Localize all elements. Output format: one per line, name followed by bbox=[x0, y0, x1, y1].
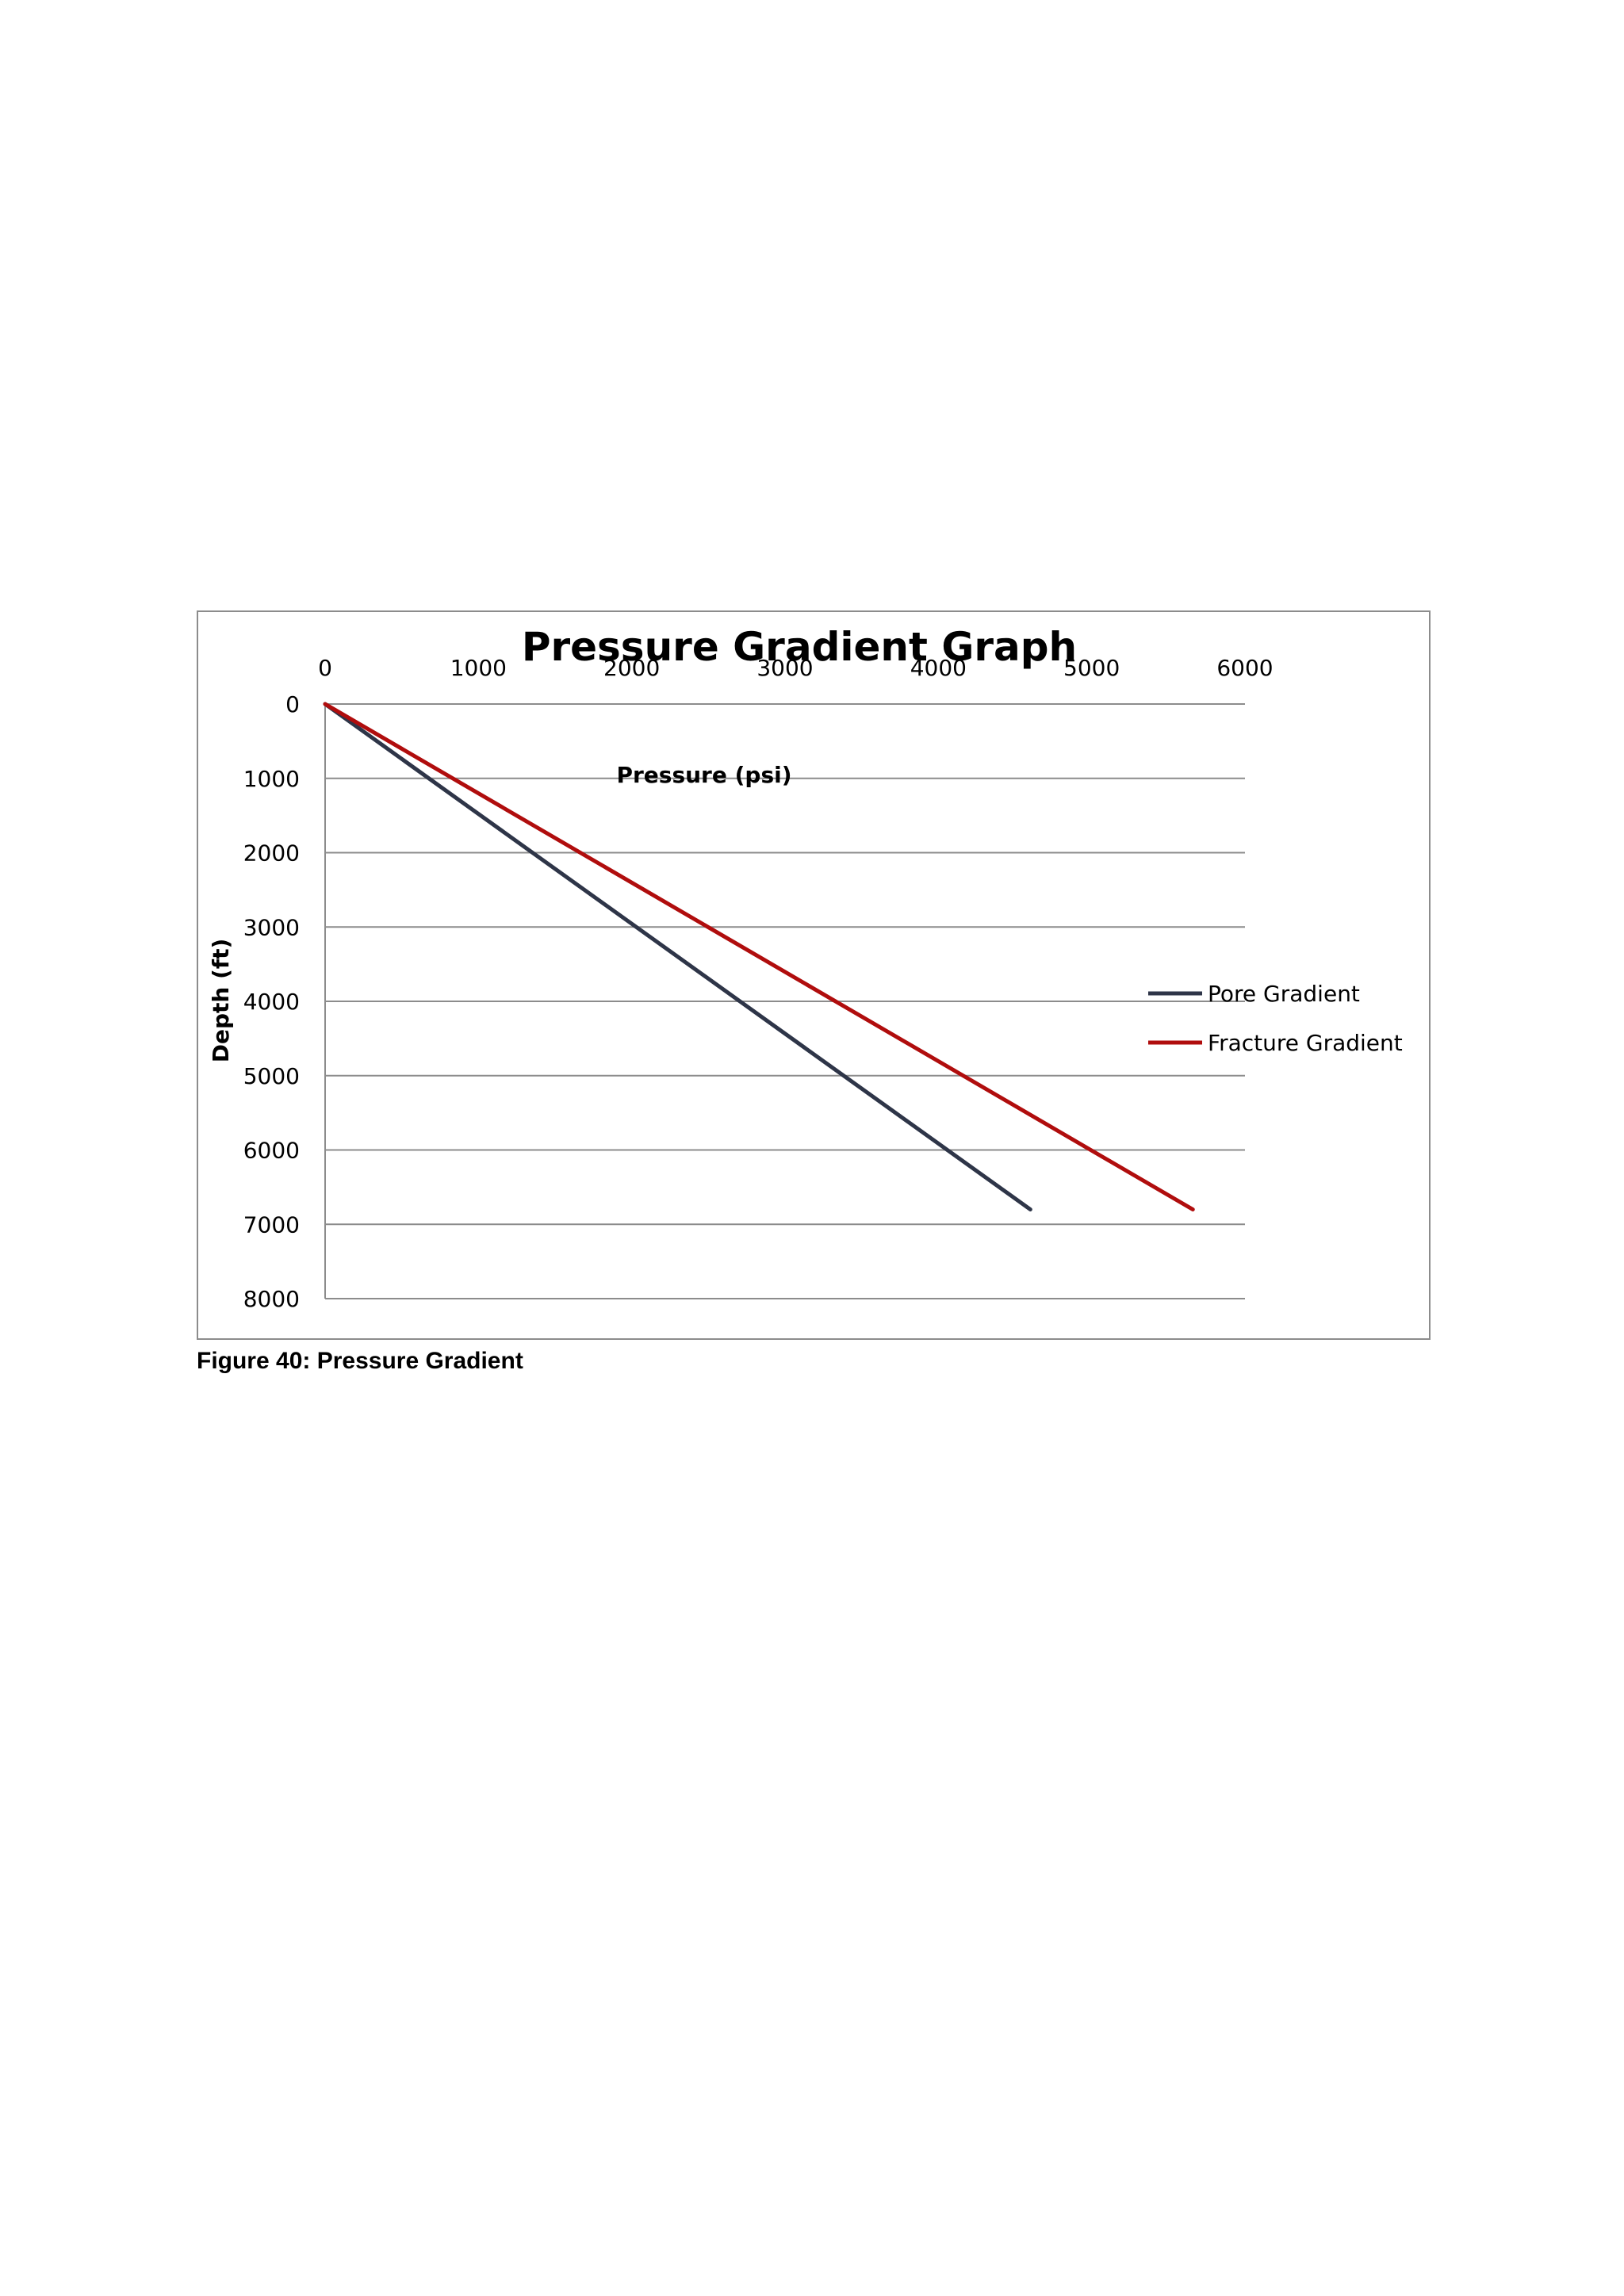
series-layer bbox=[323, 702, 1195, 1211]
legend-label: Pore Gradient bbox=[1208, 981, 1360, 1007]
y-tick-label: 4000 bbox=[243, 989, 300, 1015]
x-tick-label: 2000 bbox=[603, 655, 660, 681]
x-axis-title: Pressure (psi) bbox=[616, 762, 791, 788]
grid-layer bbox=[325, 703, 1245, 1299]
x-tick-label: 6000 bbox=[1216, 655, 1273, 681]
figure-caption: Figure 40: Pressure Gradient bbox=[197, 1348, 523, 1374]
x-tick-label: 0 bbox=[318, 655, 332, 681]
chart-title: Pressure Gradient Graph bbox=[522, 624, 1077, 670]
chart-frame bbox=[197, 610, 1431, 1340]
legend-label: Fracture Gradient bbox=[1208, 1030, 1403, 1056]
y-tick-labels: 0 1000 2000 3000 4000 5000 6000 7000 8000 bbox=[243, 691, 300, 1312]
y-tick-label: 8000 bbox=[243, 1286, 300, 1312]
y-tick-label: 3000 bbox=[243, 914, 300, 940]
x-tick-labels: 0 1000 2000 3000 4000 5000 6000 bbox=[318, 655, 1274, 681]
x-tick-label: 3000 bbox=[756, 655, 813, 681]
y-tick-label: 0 bbox=[285, 691, 300, 718]
x-tick-label: 5000 bbox=[1063, 655, 1120, 681]
series-line-pore-gradient bbox=[323, 702, 1032, 1211]
x-tick-label: 4000 bbox=[910, 655, 967, 681]
y-axis-title: Depth (ft) bbox=[208, 939, 234, 1063]
y-tick-label: 1000 bbox=[243, 766, 300, 792]
y-tick-label: 6000 bbox=[243, 1138, 300, 1164]
y-tick-label: 5000 bbox=[243, 1063, 300, 1089]
y-tick-label: 7000 bbox=[243, 1211, 300, 1238]
legend: Pore Gradient Fracture Gradient bbox=[1148, 981, 1403, 1056]
series-line-fracture-gradient bbox=[323, 702, 1195, 1211]
y-tick-label: 2000 bbox=[243, 840, 300, 867]
x-tick-label: 1000 bbox=[450, 655, 507, 681]
